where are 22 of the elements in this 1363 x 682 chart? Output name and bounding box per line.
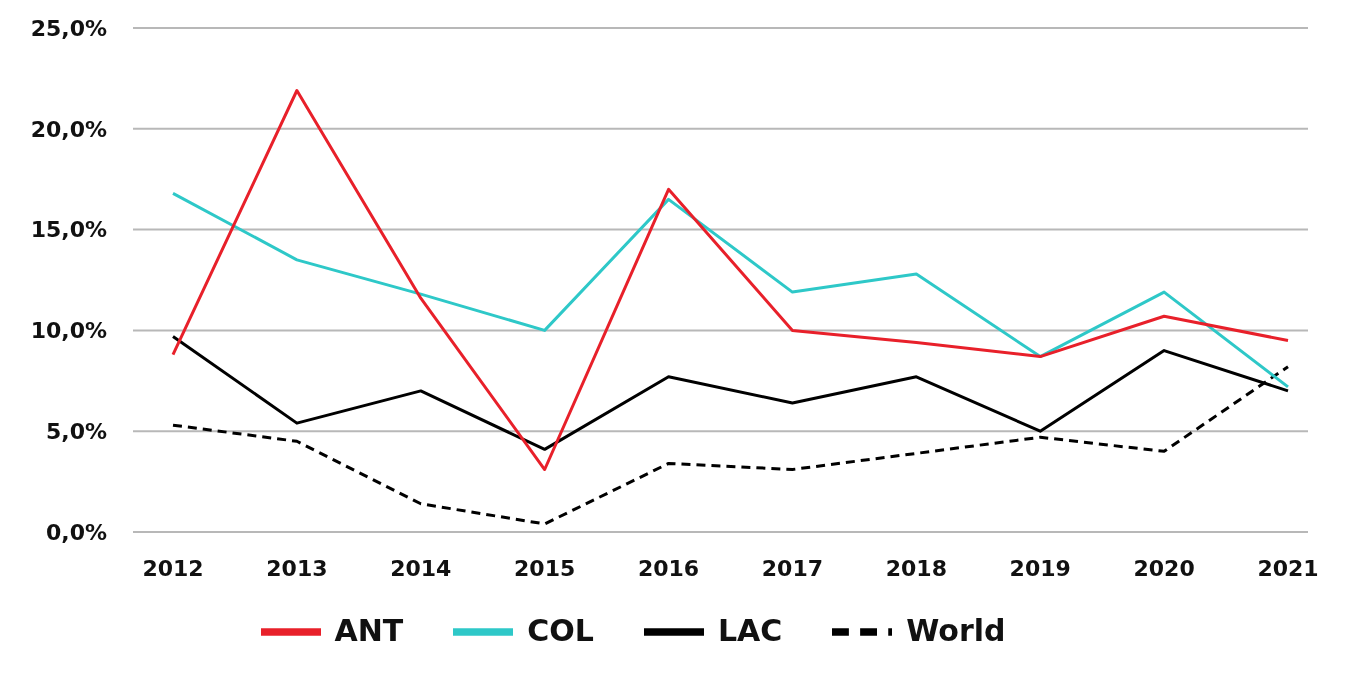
y-tick-label: 20,0% <box>30 116 107 142</box>
x-tick-label: 2015 <box>514 555 576 581</box>
x-tick-label: 2017 <box>761 555 824 581</box>
y-tick-label: 10,0% <box>30 318 107 344</box>
x-tick-label: 2016 <box>637 555 700 581</box>
y-tick-label: 15,0% <box>30 217 107 243</box>
x-tick-label: 2014 <box>390 555 452 581</box>
legend-label: World <box>906 612 1006 648</box>
legend-label: COL <box>527 612 594 648</box>
legend-label: ANT <box>334 612 404 648</box>
x-tick-label: 2012 <box>142 555 204 581</box>
y-tick-label: 0,0% <box>45 519 107 545</box>
x-tick-label: 2018 <box>885 555 947 581</box>
y-tick-label: 5,0% <box>45 419 107 445</box>
x-tick-label: 2021 <box>1257 555 1319 581</box>
line-series <box>171 89 1290 471</box>
legend-label: LAC <box>717 612 783 648</box>
x-tick-label: 2020 <box>1133 555 1195 581</box>
x-tick-label: 2019 <box>1009 555 1071 581</box>
y-tick-label: 25,0% <box>30 15 107 41</box>
x-tick-label: 2013 <box>266 555 328 581</box>
line-series <box>171 191 1290 389</box>
